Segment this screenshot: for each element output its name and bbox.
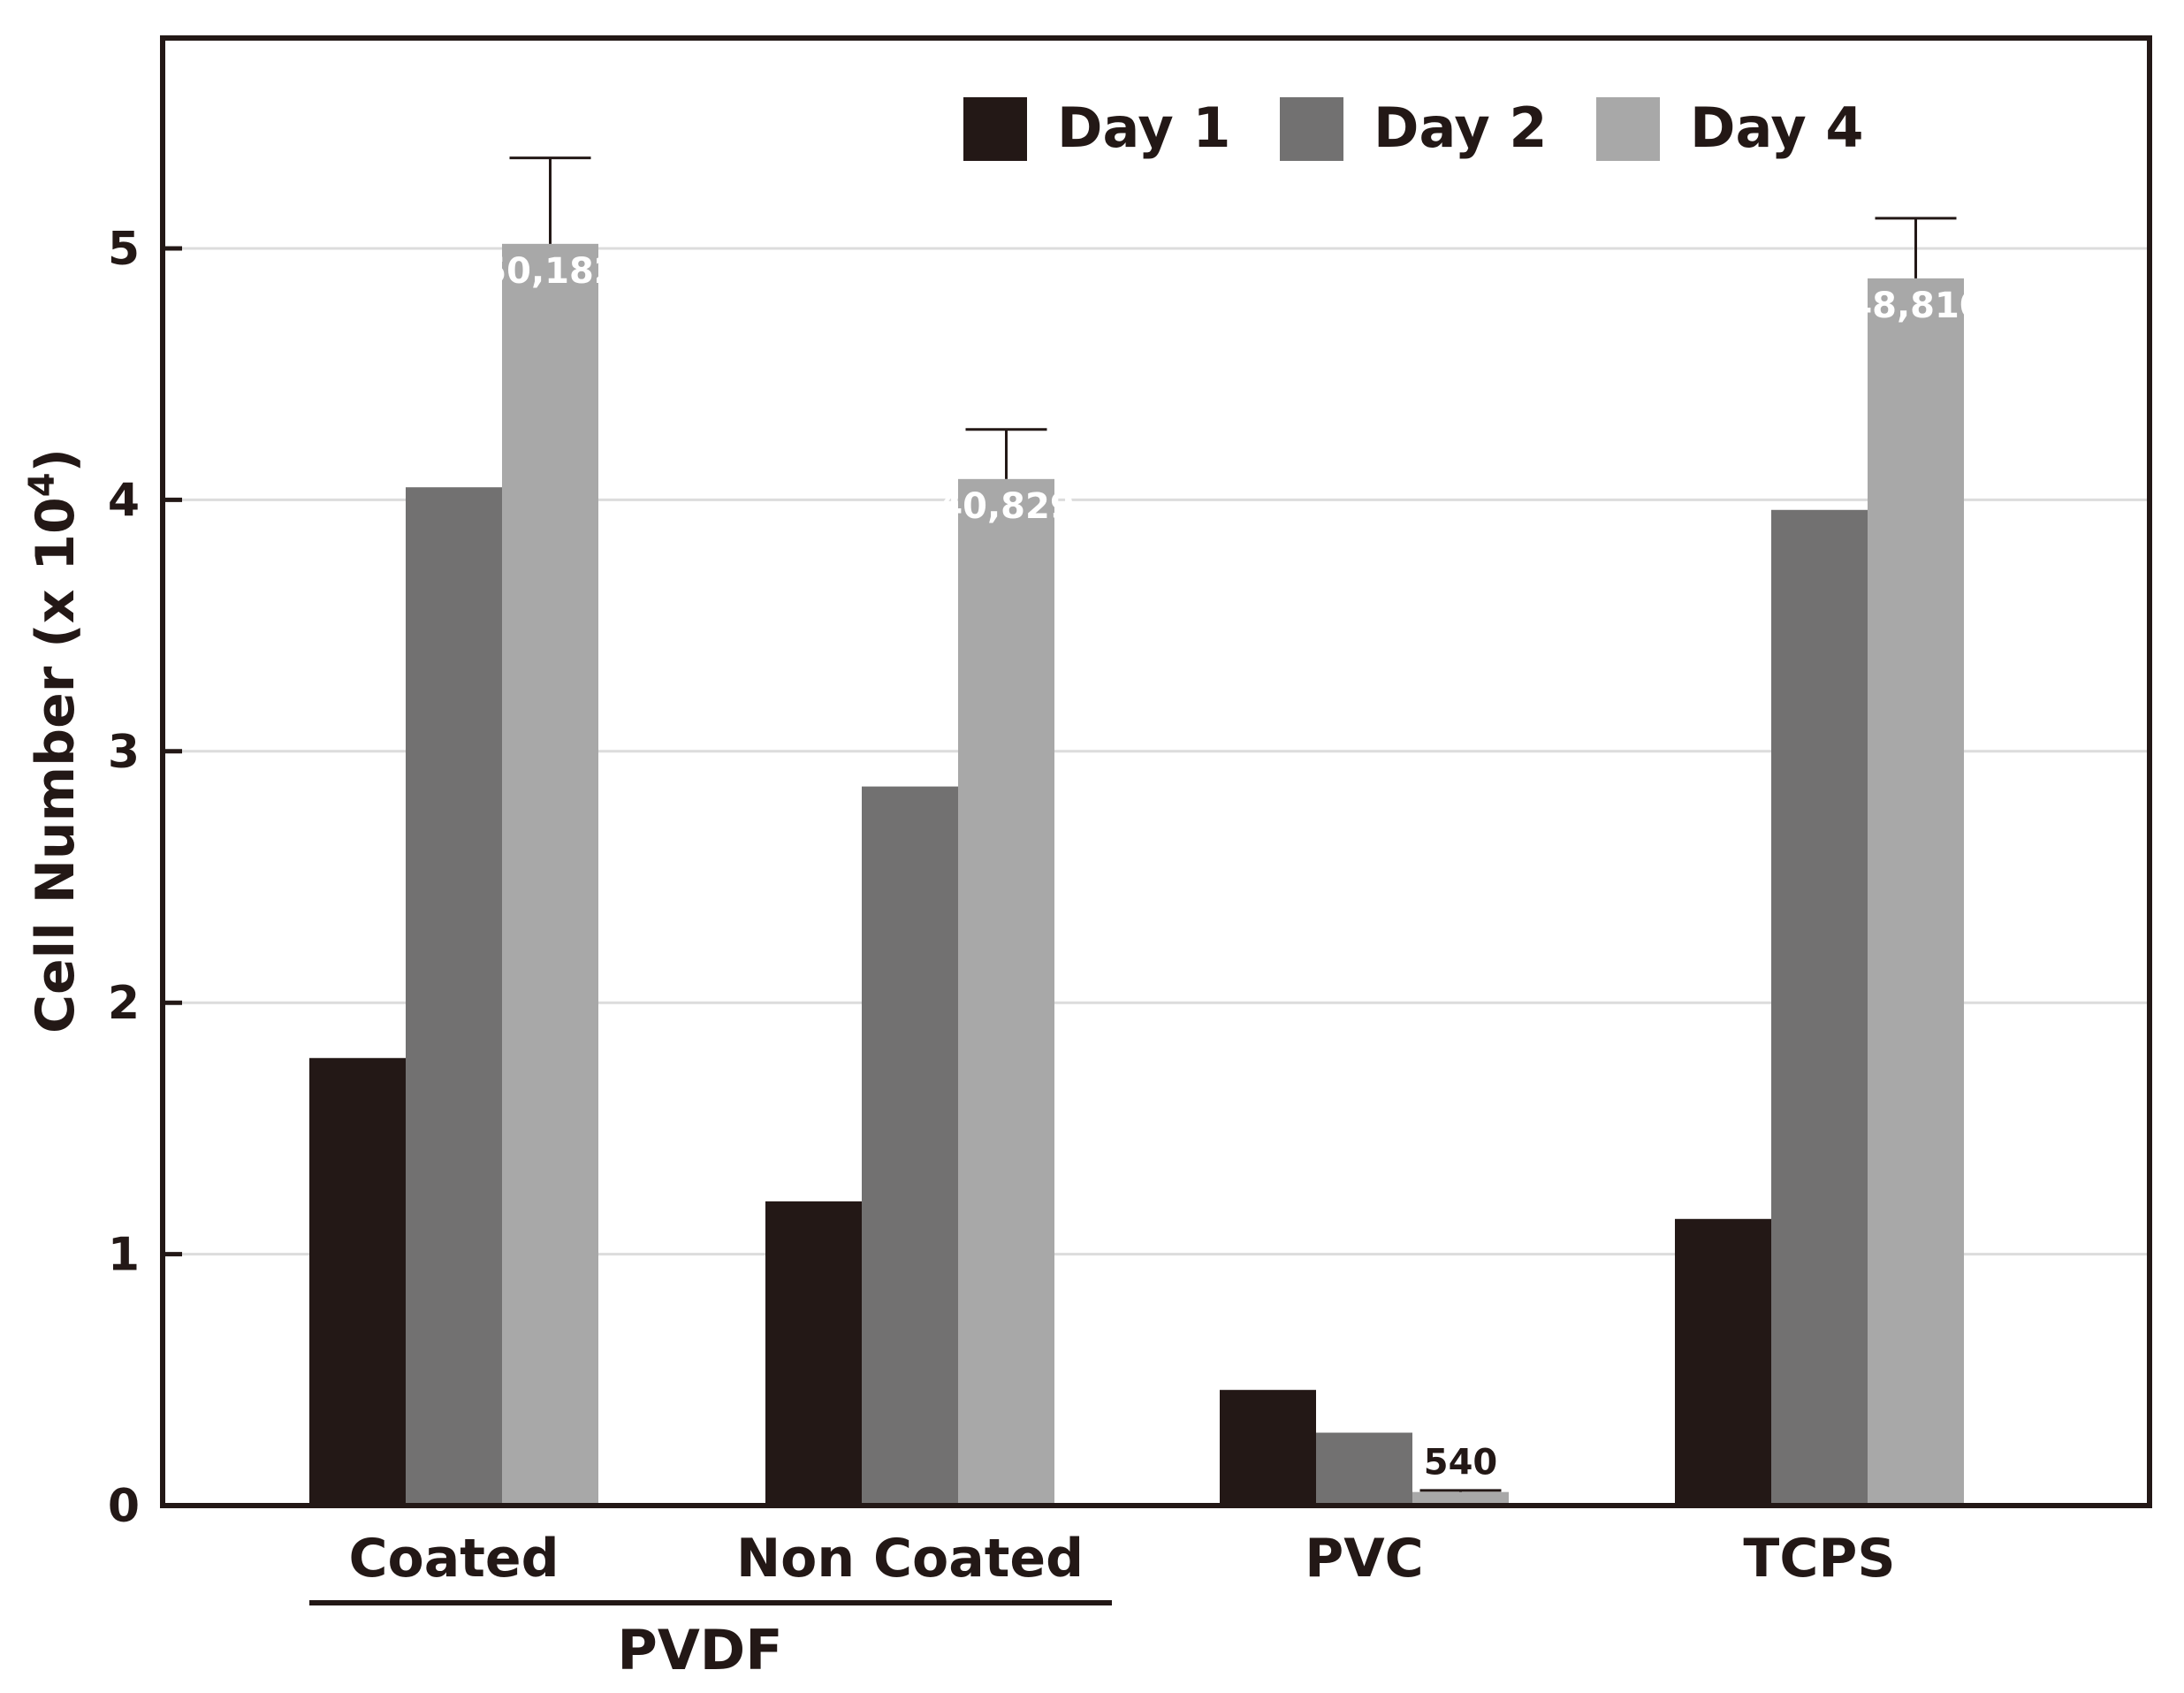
legend-item-day-4: Day 4 <box>1596 95 1864 161</box>
bar-pvc-day-4 <box>1412 1491 1509 1506</box>
y-tick-label-5: 5 <box>108 223 140 276</box>
bar-tcps-day-2 <box>1771 509 1868 1506</box>
bar-coated-day-4 <box>502 243 598 1506</box>
error-bars <box>509 156 1957 1492</box>
data-label-pvc: 540 <box>1424 1443 1498 1483</box>
bar-non-coated-day-1 <box>765 1201 862 1506</box>
category-label-pvc: PVC <box>1305 1528 1423 1590</box>
legend-label-day-1: Day 1 <box>1057 95 1231 160</box>
bar-non-coated-day-4 <box>958 478 1054 1506</box>
error-bar-coated <box>509 156 591 244</box>
plot-frame <box>160 35 2152 1508</box>
bar-tcps-day-1 <box>1675 1218 1771 1506</box>
category-label-coated: Coated <box>348 1528 559 1590</box>
legend: Day 1 Day 2 Day 4 <box>963 95 1864 161</box>
data-label-coated: 50,182 <box>482 251 618 292</box>
x-axis-categories: Coated Non Coated PVC TCPS <box>348 1528 1895 1590</box>
y-tick-label-2: 2 <box>108 977 140 1030</box>
y-axis-title-close: ) <box>25 448 87 472</box>
legend-label-day-4: Day 4 <box>1690 95 1864 160</box>
category-label-tcps: TCPS <box>1743 1528 1895 1590</box>
error-bar-pvc <box>1419 1489 1502 1492</box>
bar-coated-day-1 <box>309 1057 406 1506</box>
bar-pvc-day-2 <box>1316 1432 1412 1506</box>
data-label-non-coated: 40,829 <box>938 486 1074 527</box>
legend-label-day-2: Day 2 <box>1374 95 1548 160</box>
legend-item-day-1: Day 1 <box>963 95 1231 161</box>
bar-coated-day-2 <box>406 487 502 1506</box>
legend-swatch-day-2 <box>1280 97 1343 161</box>
y-tick-label-0: 0 <box>108 1480 140 1533</box>
legend-swatch-day-1 <box>963 97 1027 161</box>
y-axis-ticks: 0 1 2 3 4 5 <box>108 223 182 1533</box>
legend-item-day-2: Day 2 <box>1280 95 1548 161</box>
bar-non-coated-day-2 <box>862 786 958 1506</box>
y-tick-label-4: 4 <box>108 474 140 527</box>
y-tick-label-3: 3 <box>108 726 140 779</box>
legend-swatch-day-4 <box>1596 97 1660 161</box>
bar-pvc-day-1 <box>1220 1390 1316 1506</box>
pvdf-group-label: PVDF <box>617 1618 782 1682</box>
bars <box>309 243 1964 1506</box>
error-bar-non-coated <box>965 428 1047 479</box>
group-bracket: PVDF <box>309 1600 1112 1682</box>
error-bar-tcps <box>1875 217 1957 278</box>
y-axis-title-exponent: 4 <box>22 472 63 497</box>
y-tick-label-1: 1 <box>108 1229 140 1282</box>
category-label-non-coated: Non Coated <box>736 1528 1084 1590</box>
y-axis-title-main: Cell Number (x 10 <box>25 497 87 1033</box>
y-axis-title: Cell Number (x 104) <box>22 448 87 1033</box>
data-labels: 50,182 40,829 540 48,810 <box>482 251 1983 1483</box>
y-axis-title-text: Cell Number (x 104) <box>22 448 87 1033</box>
bar-tcps-day-4 <box>1868 278 1964 1506</box>
data-label-tcps: 48,810 <box>1847 286 1983 326</box>
